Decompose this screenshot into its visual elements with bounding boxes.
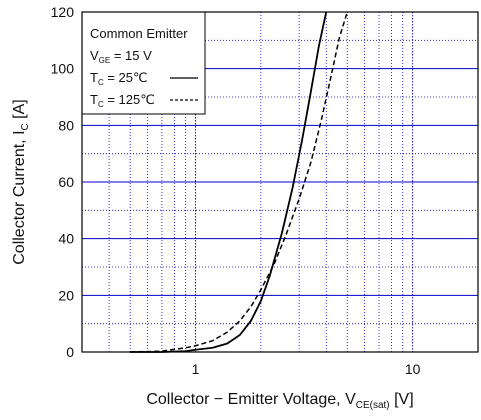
y-tick-label: 120	[51, 4, 75, 20]
y-tick-label: 0	[66, 344, 74, 360]
y-tick-label: 80	[58, 117, 74, 133]
legend-box	[81, 11, 206, 115]
plot-frame	[81, 11, 479, 353]
y-axis-title: Collector Current, IC [A]	[11, 99, 31, 265]
y-tick-label: 100	[51, 61, 75, 77]
legend-entry-tc-25: TC = 25℃	[90, 70, 148, 87]
legend-entry-tc-125: TC = 125℃	[90, 92, 155, 109]
x-tick-label: 1	[192, 361, 200, 377]
y-tick-label: 60	[58, 174, 74, 190]
series-line-tc-25	[130, 11, 328, 353]
series-line-tc-125	[130, 11, 348, 353]
x-axis-title: Collector − Emitter Voltage, VCE(sat) [V…	[146, 391, 413, 411]
axis-titles: Collector − Emitter Voltage, VCE(sat) [V…	[11, 99, 414, 411]
x-tick-label: 10	[405, 361, 421, 377]
plot-series	[130, 11, 348, 353]
legend-condition-vge: VGE = 15 V	[90, 48, 152, 65]
y-tick-label: 40	[58, 231, 74, 247]
y-tick-label: 20	[58, 287, 74, 303]
legend-title: Common Emitter	[90, 26, 188, 41]
legend: Common Emitter VGE = 15 V TC = 25℃ TC = 125…	[81, 11, 206, 115]
tick-labels: 0 20 40 60 80 100 120 1 10	[51, 4, 421, 377]
